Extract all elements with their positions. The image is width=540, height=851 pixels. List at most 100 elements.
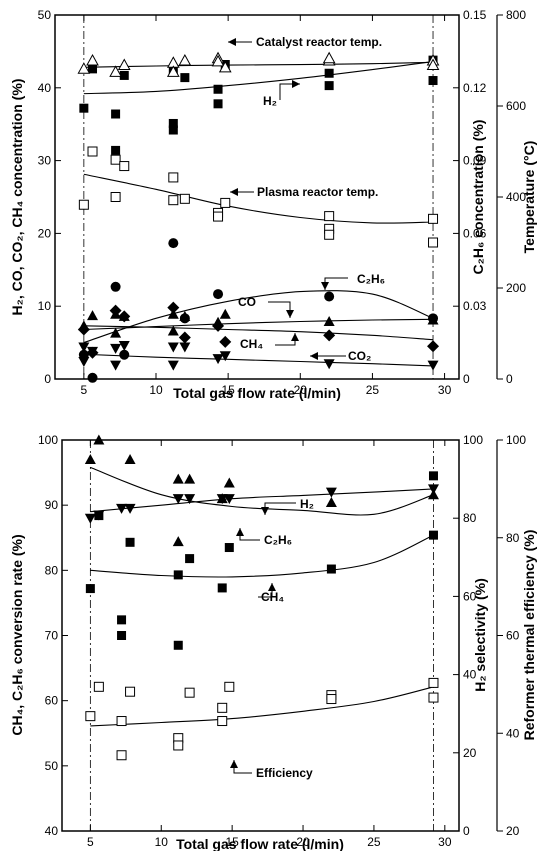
top-point-co-11 — [427, 314, 439, 325]
bottom-point-ch-2 — [117, 615, 127, 625]
top-y-tick-label-3: 30 — [38, 154, 52, 168]
top-point-ch-4 — [167, 301, 180, 314]
top-point-co-1 — [78, 357, 90, 368]
top-point-ch-3 — [118, 310, 131, 323]
top-point-plasma-reactor-temp-3 — [110, 192, 121, 202]
bottom-point-efficiency-14 — [428, 692, 439, 703]
top-point-catalyst-reactor-temp-9 — [218, 60, 232, 73]
bottom-y2-tick-label-3: 60 — [463, 589, 477, 603]
bottom-point-efficiency-4 — [125, 686, 136, 697]
top-point-co-2 — [87, 346, 99, 357]
bottom-point-ch-5 — [173, 570, 183, 580]
bottom-point-h-7 — [223, 477, 235, 488]
top-x-tick-label-5: 30 — [438, 383, 452, 397]
annotation-bottom-h2: H₂ — [300, 497, 314, 511]
arrowhead-catalyst — [228, 38, 236, 46]
annotation-efficiency: Efficiency — [256, 766, 313, 780]
bottom-x-tick-label-3: 20 — [296, 835, 310, 849]
top-point-plasma-reactor-temp-14 — [428, 213, 439, 224]
bottom-chart: 5 10 15 20 25 30 40 50 60 70 80 90 100 0 20 40 60 80 100 20… — [9, 433, 537, 851]
top-point-plasma-reactor-temp-11 — [324, 211, 335, 222]
bottom-point-efficiency-1 — [93, 681, 104, 692]
bottom-point-ch-7 — [185, 554, 195, 564]
bottom-point-c-h-3 — [124, 503, 136, 514]
bottom-point-h-4 — [172, 473, 184, 484]
top-point-catalyst-reactor-temp-6 — [178, 53, 192, 66]
top-point-ch-0 — [77, 323, 90, 336]
top-x-axis-label: Total gas flow rate (l/min) — [173, 385, 341, 401]
top-point-co-6 — [167, 308, 179, 319]
bottom-point-efficiency-13 — [428, 677, 439, 688]
top-x-tick-label-4: 25 — [366, 383, 380, 397]
top-point-ch-5 — [178, 331, 191, 344]
top-point-co-2 — [110, 327, 122, 338]
top-y2-axis-label: C₂H₆ concentration (%) — [470, 120, 486, 275]
top-y3-tick-label-0: 0 — [506, 372, 513, 386]
top-point-co-5 — [118, 341, 130, 352]
top-y-tick-label-5: 50 — [38, 8, 52, 22]
top-point-h-8 — [180, 73, 190, 83]
top-point-plasma-reactor-temp-9 — [213, 211, 224, 222]
bottom-point-ch-6 — [173, 640, 183, 650]
bottom-trend-efficiency — [90, 686, 434, 727]
top-y2-tick-label-0: 0 — [463, 372, 470, 386]
bottom-x-tick-label-1: 10 — [155, 835, 169, 849]
bottom-point-ch-12 — [428, 471, 438, 481]
top-x-tick-label-0: 5 — [81, 383, 88, 397]
annotation-top-h2: H₂ — [263, 94, 277, 108]
bottom-y-tick-label-3: 70 — [45, 629, 59, 643]
arrowhead-top-c2h6 — [321, 282, 329, 290]
bottom-point-efficiency-2 — [116, 716, 127, 727]
top-plot-frame — [54, 14, 460, 380]
arrowhead-co2 — [310, 352, 318, 360]
bottom-x-tick-label-4: 25 — [367, 835, 381, 849]
bottom-y2-axis-label: H₂ selectivity (%) — [472, 578, 488, 692]
bottom-point-ch-1 — [94, 511, 104, 521]
top-point-h-14 — [428, 76, 438, 86]
bottom-point-ch-10 — [326, 564, 336, 574]
bottom-y-tick-label-1: 50 — [45, 759, 59, 773]
top-point-plasma-reactor-temp-13 — [324, 229, 335, 240]
top-point-plasma-reactor-temp-15 — [428, 237, 439, 248]
top-trend-h — [83, 61, 434, 95]
bottom-point-h-3 — [172, 536, 184, 547]
top-trend-plasma-reactor-temp — [83, 173, 434, 224]
top-point-catalyst-reactor-temp-3 — [117, 58, 131, 71]
bottom-y3-tick-label-0: 20 — [506, 824, 520, 838]
bottom-point-ch-11 — [428, 530, 438, 540]
bottom-point-ch-4 — [125, 537, 135, 547]
top-y2-tick-label-3: 0.09 — [463, 154, 487, 168]
top-point-c-h-7 — [324, 291, 335, 302]
bottom-point-ch-0 — [85, 584, 95, 594]
top-point-h-3 — [111, 109, 121, 119]
top-y-tick-label-1: 10 — [38, 299, 52, 313]
top-x-tick-label-3: 20 — [294, 383, 308, 397]
bottom-y-tick-label-4: 80 — [45, 563, 59, 577]
arrowhead-efficiency — [230, 760, 238, 768]
arrowhead-plasma — [230, 188, 238, 196]
top-point-co-9 — [212, 354, 224, 365]
top-point-catalyst-reactor-temp-0 — [77, 62, 91, 74]
bottom-point-efficiency-9 — [217, 702, 228, 713]
arrowhead-top-h2 — [292, 80, 300, 88]
top-trend-c-h — [83, 290, 434, 344]
bottom-trend-c-h — [90, 488, 434, 513]
top-point-ch-7 — [219, 335, 232, 348]
bottom-y3-tick-label-1: 40 — [506, 726, 520, 740]
top-y3-tick-label-2: 400 — [506, 190, 526, 204]
bottom-point-efficiency-7 — [184, 687, 195, 698]
bottom-point-h-5 — [184, 473, 196, 484]
top-y3-tick-label-4: 800 — [506, 8, 526, 22]
bottom-y3-axis-label: Reformer thermal efficiency (%) — [521, 530, 537, 741]
bottom-y-axis-label: CH₄, C₂H₆ conversion rate (%) — [9, 534, 25, 735]
bottom-point-ch-9 — [224, 543, 234, 553]
top-point-h-6 — [168, 118, 178, 128]
bottom-point-ch-8 — [217, 583, 227, 593]
bottom-y3-tick-label-4: 100 — [506, 433, 526, 447]
bottom-point-c-h-9 — [427, 484, 439, 495]
bottom-point-h-8 — [325, 497, 337, 508]
bottom-point-ch-3 — [117, 631, 127, 640]
top-point-plasma-reactor-temp-6 — [168, 195, 179, 206]
annotation-catalyst-temp: Catalyst reactor temp. — [256, 35, 382, 49]
